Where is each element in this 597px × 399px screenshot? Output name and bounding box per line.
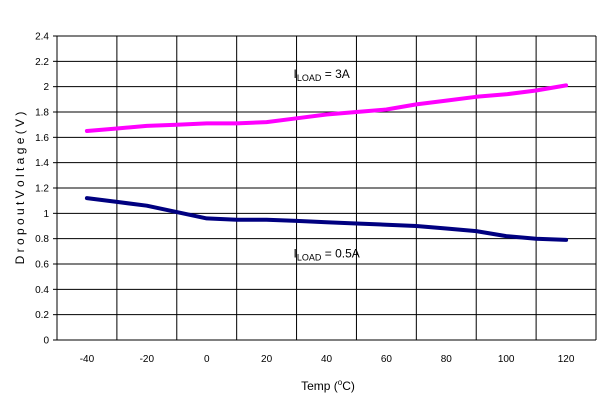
series-lines	[84, 83, 569, 242]
load-label-subscript: LOAD	[297, 73, 322, 83]
x-tick-label: 120	[558, 354, 575, 365]
x-axis-title-end: C)	[342, 379, 355, 393]
y-tick-label: 2.2	[35, 57, 49, 68]
y-axis-title: D r o p o u t V o l t a g e ( V )	[13, 112, 27, 265]
load-label-value: = 3A	[321, 67, 349, 81]
load-label-subscript: LOAD	[297, 253, 322, 263]
load-label-value: = 0.5A	[321, 247, 359, 261]
x-axis-title: Temp (oC)	[301, 378, 355, 393]
x-axis-title-degree: o	[338, 378, 343, 387]
y-tick-label: 1.4	[35, 158, 49, 169]
y-tick-label: 2.4	[35, 32, 49, 43]
x-tick-label: -40	[80, 354, 95, 365]
y-tick-label: 1.6	[35, 133, 49, 144]
x-tick-label: 100	[498, 354, 515, 365]
tick-labels: 0 0.2 0.4 0.6 0.8 1 1.2 1.4 1.6 1.8 2 2.2 2.4 -40 -20 0…	[35, 32, 575, 366]
load-label-symbol: I	[294, 67, 297, 81]
y-tick-label: 2	[43, 82, 49, 93]
x-tick-label: 20	[261, 354, 273, 365]
load-label-1: ILOAD = 3A	[294, 67, 350, 83]
y-tick-label: 1	[43, 209, 49, 220]
y-tick-label: 0.6	[35, 260, 49, 271]
y-tick-label: 0.4	[35, 285, 49, 296]
x-tick-label: 40	[321, 354, 333, 365]
x-axis-title-main: Temp (	[301, 379, 338, 393]
y-tick-label: 0.8	[35, 234, 49, 245]
series-line-2	[84, 196, 569, 242]
series-line-1	[84, 83, 569, 133]
y-tick-label: 0.2	[35, 310, 49, 321]
x-tick-label: 60	[381, 354, 393, 365]
y-tick-label: 0	[43, 336, 49, 347]
x-tick-label: -20	[140, 354, 155, 365]
x-tick-label: 0	[204, 354, 210, 365]
load-label-2: ILOAD = 0.5A	[294, 247, 360, 263]
load-label-symbol: I	[294, 247, 297, 261]
y-tick-label: 1.8	[35, 108, 49, 119]
grid-lines	[53, 35, 597, 341]
y-tick-label: 1.2	[35, 184, 49, 195]
x-tick-label: 80	[441, 354, 453, 365]
